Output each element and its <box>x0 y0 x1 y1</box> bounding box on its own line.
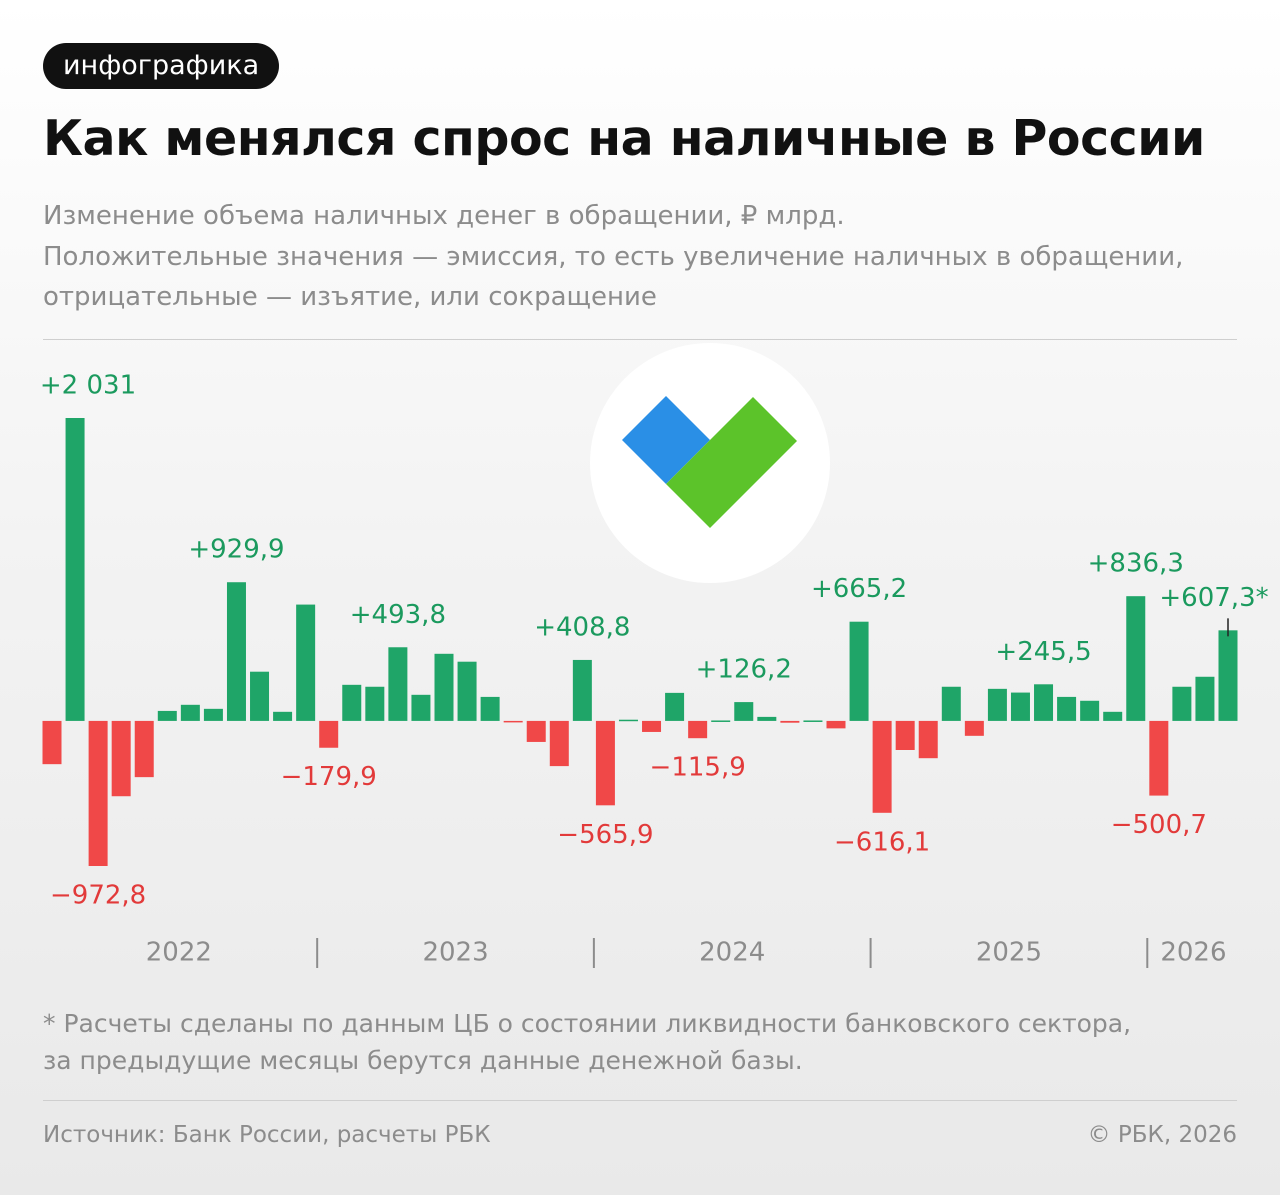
source: Источник: Банк России, расчеты РБК <box>43 1122 491 1148</box>
bar <box>480 696 500 721</box>
bar <box>688 720 708 739</box>
value-label: +607,3* <box>1159 583 1268 613</box>
bar <box>595 720 615 806</box>
subtitle-line: отрицательные — изъятие, или сокращение <box>43 282 657 312</box>
bar <box>111 720 131 797</box>
value-label: −972,8 <box>50 881 146 911</box>
bar <box>1218 630 1238 721</box>
divider <box>43 1100 1237 1101</box>
bar <box>549 720 569 767</box>
bar <box>250 671 270 721</box>
value-label: −500,7 <box>1111 810 1207 840</box>
title: Как менялся спрос на наличные в России <box>43 110 1205 167</box>
bar <box>572 659 592 721</box>
bar <box>157 710 177 721</box>
bar <box>1126 596 1146 721</box>
x-tick-label: 2026 <box>1160 938 1226 968</box>
bar <box>987 688 1007 721</box>
bar <box>319 720 339 748</box>
value-label: −616,1 <box>834 827 930 857</box>
value-label: −179,9 <box>281 762 377 792</box>
bar <box>1149 720 1169 796</box>
subtitle: Изменение объема наличных денег в обраще… <box>43 196 1183 318</box>
footnote: * Расчеты сделаны по данным ЦБ о состоян… <box>43 1005 1131 1079</box>
bar <box>180 704 200 721</box>
bar <box>226 582 246 721</box>
bar <box>365 686 385 721</box>
x-tick-label: 2024 <box>699 938 765 968</box>
value-label: +126,2 <box>696 655 792 685</box>
bar <box>872 720 892 813</box>
bar <box>388 647 408 721</box>
bar <box>711 720 731 722</box>
badge: инфографика <box>43 43 280 89</box>
value-label: +493,8 <box>350 600 446 630</box>
value-label: +929,9 <box>188 535 284 565</box>
bar <box>65 418 85 721</box>
bar <box>918 720 938 759</box>
value-label: +408,8 <box>534 612 630 642</box>
bar <box>88 720 108 866</box>
bar <box>411 694 431 721</box>
bar <box>1010 692 1030 721</box>
bar <box>457 661 477 721</box>
value-label: +665,2 <box>811 574 907 604</box>
bar <box>1034 684 1054 721</box>
bar <box>757 716 777 721</box>
x-tick-label: 2023 <box>422 938 488 968</box>
bar <box>803 720 823 722</box>
value-label: −115,9 <box>650 753 746 783</box>
value-label: +2 031 <box>40 371 136 401</box>
bar <box>665 692 685 721</box>
footnote-line: * Расчеты сделаны по данным ЦБ о состоян… <box>43 1009 1132 1038</box>
bar <box>134 720 154 778</box>
subtitle-line: Положительные значения — эмиссия, то ест… <box>43 241 1184 272</box>
subtitle-line: Изменение объема наличных денег в обраще… <box>43 201 845 231</box>
bar <box>526 720 546 742</box>
bar <box>780 720 800 723</box>
bar <box>895 720 915 750</box>
bar <box>849 621 869 721</box>
bar <box>1195 676 1215 721</box>
value-label: +836,3 <box>1088 549 1184 579</box>
x-tick-label: 2025 <box>976 938 1042 968</box>
bar <box>273 711 293 721</box>
bar <box>642 720 662 732</box>
bar <box>42 720 62 765</box>
bar <box>503 720 523 723</box>
bar <box>434 653 454 721</box>
value-label: +245,5 <box>995 637 1091 667</box>
bar <box>941 686 961 721</box>
footnote-line: за предыдущие месяцы берутся данные дене… <box>43 1046 803 1075</box>
divider <box>43 339 1237 340</box>
bar <box>1080 700 1100 721</box>
x-tick-label: 2022 <box>146 938 212 968</box>
bar <box>618 719 638 722</box>
copyright: © РБК, 2026 <box>1087 1122 1237 1148</box>
value-label: −565,9 <box>557 820 653 850</box>
watermark-logo <box>590 343 830 583</box>
bar <box>203 708 223 721</box>
bar <box>826 720 846 729</box>
bar <box>964 720 984 736</box>
bar <box>1103 711 1123 721</box>
bar <box>342 684 362 721</box>
bar <box>734 702 754 721</box>
bar <box>296 604 316 721</box>
bar <box>1172 686 1192 721</box>
bar <box>1057 696 1077 721</box>
